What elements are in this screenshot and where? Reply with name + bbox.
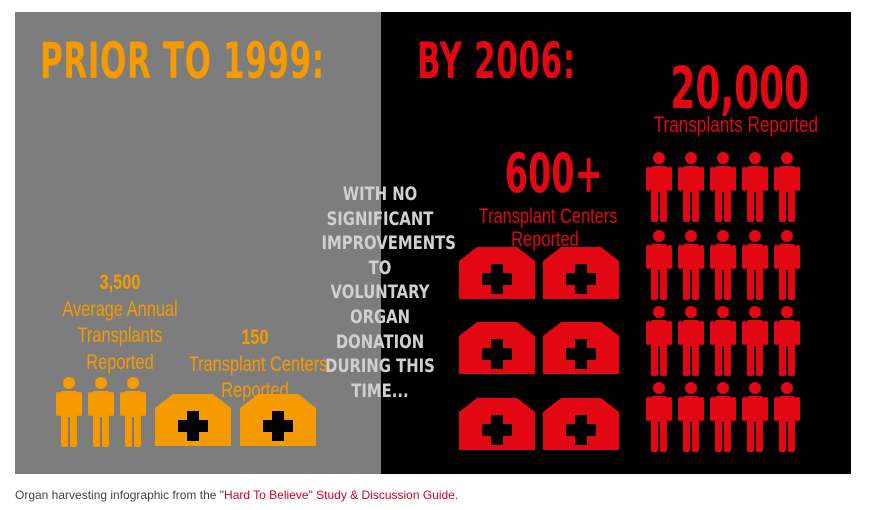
centers-1999-stat: 150 Transplant Centers Reported — [188, 325, 328, 405]
transplants-1999-line1: Average Annual — [62, 297, 178, 321]
person-icon — [774, 230, 800, 300]
person-icon — [678, 382, 704, 452]
middle-line: WITH NO — [342, 183, 418, 205]
transplants-1999-stat: 3,500 Average Annual Transplants Reporte… — [62, 270, 179, 376]
person-icon — [710, 152, 736, 222]
person-icon — [742, 306, 768, 376]
hospital-icon — [459, 247, 535, 299]
middle-line: DONATION — [335, 330, 425, 353]
person-icon — [88, 377, 114, 447]
caption-prefix: Organ harvesting infographic from the — [15, 488, 220, 502]
person-icon — [56, 377, 82, 447]
centers-1999-line1: Transplant Centers — [188, 352, 328, 376]
right-panel-by-2006 — [381, 12, 851, 474]
hospital-icon — [543, 247, 619, 299]
hospital-icon — [459, 398, 535, 450]
person-icon — [678, 152, 704, 222]
person-icon — [646, 306, 672, 376]
person-icon — [774, 306, 800, 376]
middle-line: IMPROVEMENTS — [321, 232, 456, 255]
person-icon — [646, 152, 672, 222]
transplants-1999-number: 3,500 — [99, 271, 141, 294]
middle-line: TO VOLUNTARY — [330, 256, 430, 304]
transplants-1999-line2: Transplants — [77, 324, 163, 347]
middle-statement: WITH NO SIGNIFICANT IMPROVEMENTS TO VOLU… — [321, 182, 456, 403]
hospital-icon — [155, 394, 231, 446]
caption-suffix: . — [454, 488, 459, 502]
organ-harvesting-infographic: PRIOR TO 1999: BY 2006: 20,000 Transplan… — [15, 12, 851, 474]
person-icon — [710, 230, 736, 300]
hospital-icon — [543, 398, 619, 450]
heading-prior-to-1999: PRIOR TO 1999: — [40, 32, 325, 90]
transplants-2006-label: Transplants Reported — [653, 112, 819, 137]
person-icon — [710, 306, 736, 376]
transplants-1999-line3: Reported — [86, 350, 154, 374]
heading-by-2006: BY 2006: — [417, 32, 576, 90]
person-icon — [678, 306, 704, 376]
hospital-icon — [543, 322, 619, 374]
hospital-icon — [459, 322, 535, 374]
person-icon — [646, 382, 672, 452]
centers-2006-label-line1: Transplant Centers — [478, 205, 618, 228]
person-icon — [742, 152, 768, 222]
person-icon — [774, 382, 800, 452]
centers-2006-number: 600+ — [504, 142, 603, 205]
middle-line: DURING THIS — [325, 355, 435, 378]
middle-line: ORGAN — [349, 305, 411, 328]
person-icon — [678, 230, 704, 300]
middle-line: SIGNIFICANT — [326, 207, 434, 230]
person-icon — [774, 152, 800, 222]
hospital-icon — [240, 394, 316, 446]
centers-2006-label-line2: Reported — [511, 228, 579, 251]
centers-1999-number: 150 — [241, 326, 269, 349]
person-icon — [646, 230, 672, 300]
transplants-2006-number: 20,000 — [670, 54, 810, 122]
person-icon — [710, 382, 736, 452]
caption-link[interactable]: "Hard To Believe" Study & Discussion Gui… — [219, 488, 455, 502]
image-caption: Organ harvesting infographic from the "H… — [15, 488, 458, 502]
person-icon — [742, 382, 768, 452]
person-icon — [742, 230, 768, 300]
person-icon — [120, 377, 146, 447]
middle-line: TIME... — [351, 379, 409, 402]
centers-2006-label: Transplant Centers Reported — [478, 205, 618, 251]
